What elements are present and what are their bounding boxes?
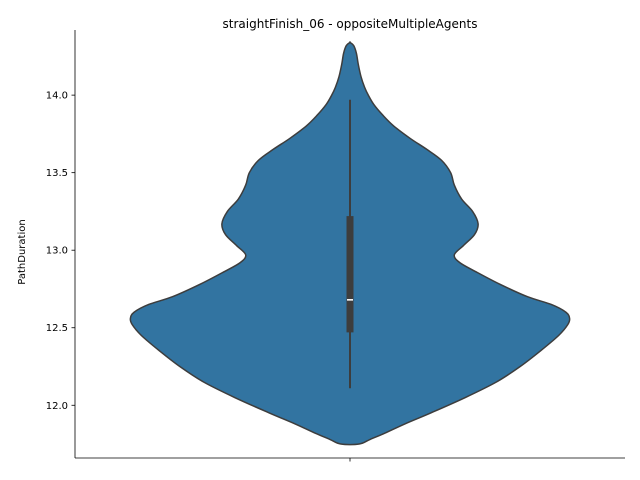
y-axis-ticks: 12.0 12.5 13.0 13.5 14.0 [46, 91, 75, 412]
chart-title: straightFinish_06 - oppositeMultipleAgen… [223, 17, 478, 31]
plot-area [129, 41, 571, 446]
violin-iqr-box [346, 216, 354, 333]
y-tick-label: 13.0 [46, 246, 68, 257]
y-tick-label: 14.0 [46, 91, 68, 102]
y-tick-label: 12.0 [46, 401, 68, 412]
y-tick-label: 13.5 [46, 168, 68, 179]
y-axis-label: PathDuration [17, 219, 28, 284]
y-tick-label: 12.5 [46, 323, 68, 334]
